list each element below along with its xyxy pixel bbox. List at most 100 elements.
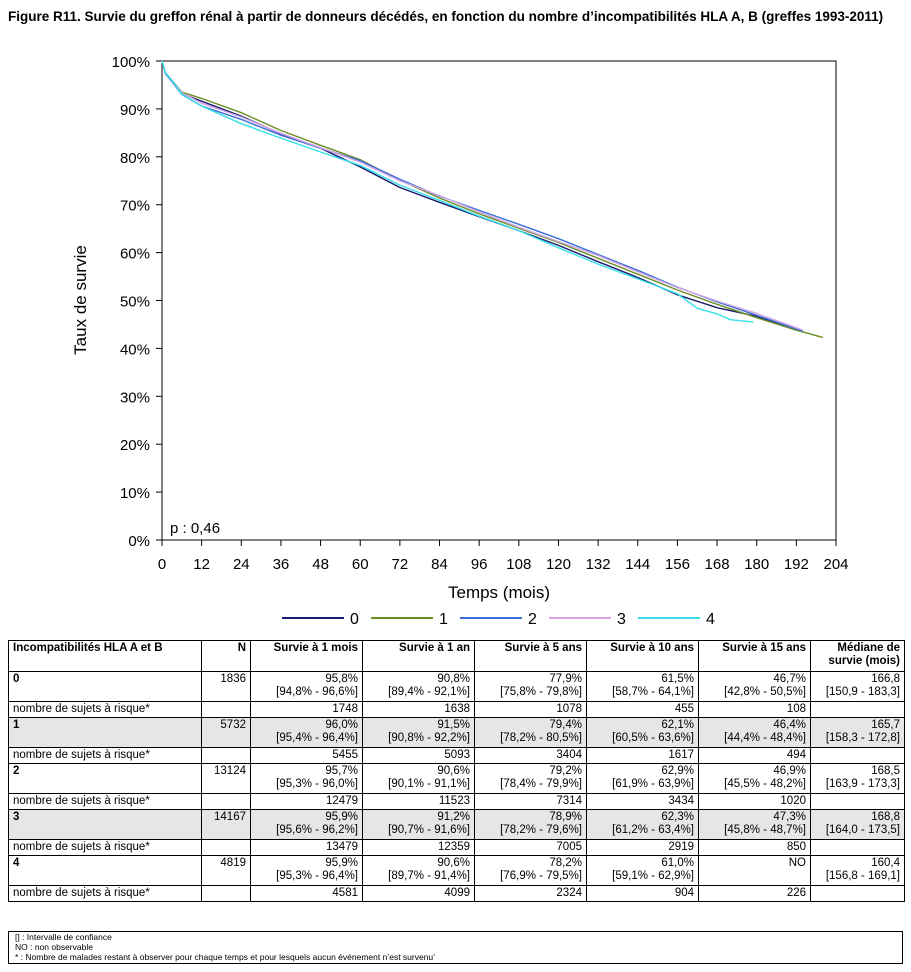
confidence-interval: [61,9% - 63,9%] [612,778,694,790]
survival-cell: 46,9% [45,5% - 48,2%] [698,763,811,794]
legend-label-2: 2 [528,611,537,628]
at-risk-count: 1638 [362,701,475,718]
x-tick-label: 204 [823,556,848,573]
header-survival-15-years: Survie à 15 ans [698,640,811,672]
legend: 0 1 2 3 4 [282,611,715,628]
plot-area [161,60,837,541]
confidence-interval: [59,1% - 62,9%] [612,870,694,882]
survival-value: NO [788,857,806,869]
x-tick-label: 72 [392,556,409,573]
survival-value: 46,4% [773,719,806,731]
survival-cell: 91,2% [90,7% - 91,6%] [362,809,475,840]
header-median-line1: Médiane de [837,642,900,654]
series-line-4 [161,60,754,323]
x-tick-label: 192 [784,556,809,573]
group-label: 4 [8,855,202,886]
survival-cell: 95,7% [95,3% - 96,0%] [250,763,363,794]
x-tick-label: 180 [744,556,769,573]
survival-value: 46,7% [773,673,806,685]
at-risk-count: 5093 [362,747,475,764]
survival-value: 62,3% [661,811,694,823]
table-row: 3 14167 95,9% [95,6% - 96,2%] 91,2% [90,7% - … [8,809,905,840]
x-tick-label: 120 [546,556,571,573]
empty-cell [201,839,251,856]
survival-cell: 168,8 [164,0 - 173,5] [810,809,905,840]
x-tick-label: 132 [586,556,611,573]
confidence-interval: [95,3% - 96,0%] [276,778,358,790]
confidence-interval: [164,0 - 173,5] [825,824,900,836]
at-risk-count: 1078 [474,701,587,718]
x-tick-label: 168 [705,556,730,573]
at-risk-label: nombre de sujets à risque* [8,747,202,764]
survival-cell: 46,4% [44,4% - 48,4%] [698,717,811,748]
at-risk-count: 2324 [474,885,587,902]
survival-value: 168,5 [871,765,900,777]
survival-cell: 166,8 [150,9 - 183,3] [810,671,905,702]
confidence-interval: [95,4% - 96,4%] [276,732,358,744]
at-risk-count: 11523 [362,793,475,810]
confidence-interval: [150,9 - 183,3] [825,686,900,698]
confidence-interval: [89,4% - 92,1%] [388,686,470,698]
empty-cell [810,701,905,718]
survival-cell: 78,2% [76,9% - 79,5%] [474,855,587,886]
x-tick-label: 24 [233,556,250,573]
header-group: Incompatibilités HLA A et B [8,640,202,672]
y-axis: 0% 10% 20% 30% 40% 50% 60% 70% 80% 90% 100% [112,54,162,550]
at-risk-count: 7005 [474,839,587,856]
survival-value: 77,9% [549,673,582,685]
survival-value: 90,8% [437,673,470,685]
survival-cell: 62,3% [61,2% - 63,4%] [586,809,699,840]
at-risk-count: 3404 [474,747,587,764]
y-tick-label: 0% [128,533,150,550]
group-label: 0 [8,671,202,702]
survival-cell: 90,6% [90,1% - 91,1%] [362,763,475,794]
survival-value: 78,9% [549,811,582,823]
confidence-interval: [156,8 - 169,1] [825,870,900,882]
x-tick-label: 84 [431,556,448,573]
series-line-0 [161,60,797,331]
x-tick-label: 156 [665,556,690,573]
survival-value: 168,8 [871,811,900,823]
survival-cell: 46,7% [42,8% - 50,5%] [698,671,811,702]
confidence-interval: [90,1% - 91,1%] [388,778,470,790]
x-tick-label: 12 [193,556,210,573]
group-n: 1836 [201,671,251,702]
header-survival-1-year: Survie à 1 an [362,640,475,672]
y-axis-label: Taux de survie [71,245,90,355]
at-risk-count: 4581 [250,885,363,902]
empty-cell [201,747,251,764]
legend-label-3: 3 [617,611,626,628]
confidence-interval: [95,3% - 96,4%] [276,870,358,882]
empty-cell [201,885,251,902]
note-at-risk: * : Nombre de malades restant à observer… [15,951,436,962]
confidence-interval: [78,2% - 79,6%] [500,824,582,836]
survival-cell: 95,9% [95,6% - 96,2%] [250,809,363,840]
at-risk-count: 1748 [250,701,363,718]
survival-value: 47,3% [773,811,806,823]
confidence-interval: [58,7% - 64,1%] [612,686,694,698]
p-value-annotation: p : 0,46 [170,520,220,537]
y-tick-label: 40% [120,341,150,358]
survival-value: 90,6% [437,857,470,869]
survival-cell: 91,5% [90,8% - 92,2%] [362,717,475,748]
table-row: 0 1836 95,8% [94,8% - 96,6%] 90,8% [89,4% - 9… [8,671,905,702]
survival-value: 62,1% [661,719,694,731]
y-tick-label: 10% [120,485,150,502]
table-header-row: Incompatibilités HLA A et B N Survie à 1… [8,640,905,672]
at-risk-count: 494 [698,747,811,764]
table-row-at-risk: nombre de sujets à risque* 12479 11523 7314… [8,793,905,810]
y-tick-label: 100% [112,54,150,71]
at-risk-count: 5455 [250,747,363,764]
empty-cell [810,839,905,856]
table-row-at-risk: nombre de sujets à risque* 13479 12359 7005… [8,839,905,856]
survival-value: 95,7% [325,765,358,777]
survival-value: 78,2% [549,857,582,869]
group-label: 2 [8,763,202,794]
figure-title: Figure R11. Survie du greffon rénal à pa… [8,9,884,24]
survival-cell: 62,1% [60,5% - 63,6%] [586,717,699,748]
confidence-interval: [78,4% - 79,9%] [500,778,582,790]
at-risk-label: nombre de sujets à risque* [8,839,202,856]
header-survival-1-month: Survie à 1 mois [250,640,363,672]
survival-value: 91,2% [437,811,470,823]
legend-label-1: 1 [439,611,448,628]
